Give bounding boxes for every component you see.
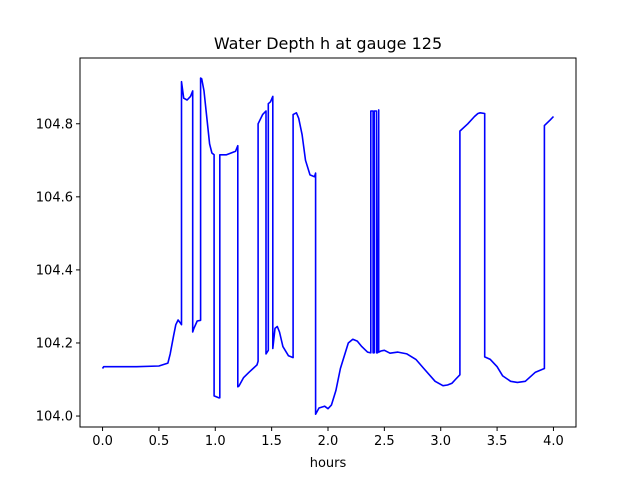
x-tick-label: 3.0 (430, 434, 451, 449)
y-tick-label: 104.2 (36, 336, 73, 351)
x-tick-label: 1.0 (205, 434, 226, 449)
y-tick-label: 104.0 (36, 410, 73, 425)
x-tick-label: 0.5 (149, 434, 170, 449)
x-tick-label: 4.0 (543, 434, 564, 449)
x-tick-label: 3.5 (487, 434, 508, 449)
y-tick-label: 104.8 (36, 117, 73, 132)
x-tick-label: 2.5 (374, 434, 395, 449)
y-tick-label: 104.6 (36, 190, 73, 205)
x-axis-label: hours (310, 456, 347, 471)
chart-title: Water Depth h at gauge 125 (214, 34, 442, 53)
x-axis: 0.0 0.5 1.0 1.5 2.0 2.5 3.0 3.5 4.0 (92, 427, 564, 449)
x-tick-label: 1.5 (261, 434, 282, 449)
x-tick-label: 2.0 (318, 434, 339, 449)
series-layer (101, 77, 555, 416)
y-tick-label: 104.4 (36, 263, 73, 278)
series-line (101, 77, 555, 416)
x-tick-label: 0.0 (92, 434, 113, 449)
y-axis: 104.0 104.2 104.4 104.6 104.8 (36, 117, 80, 425)
